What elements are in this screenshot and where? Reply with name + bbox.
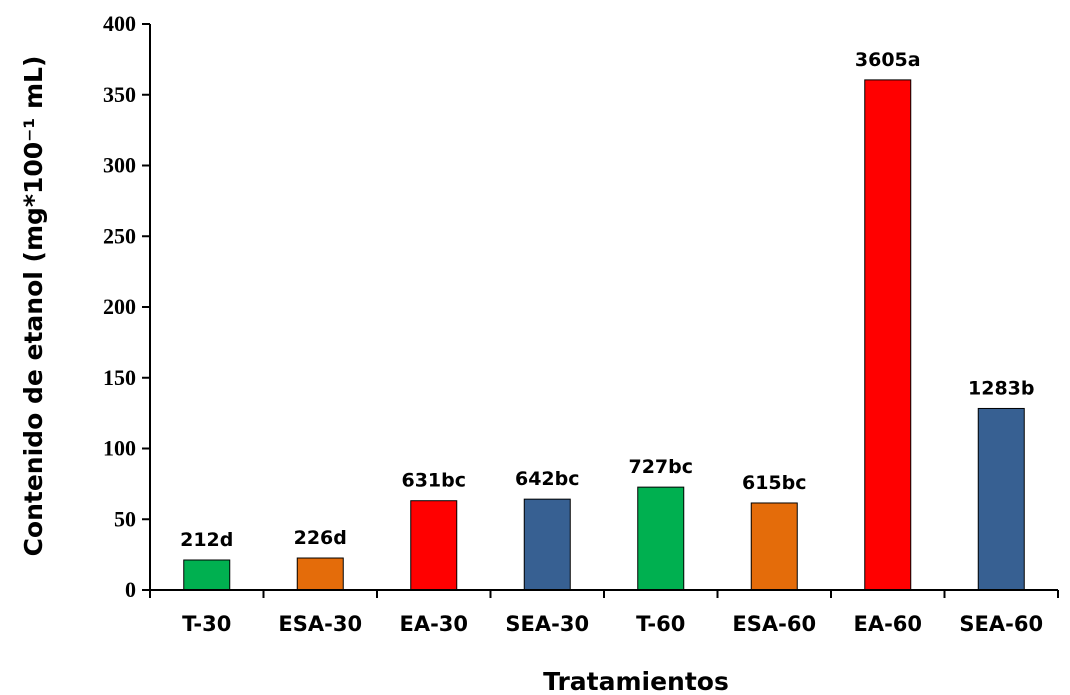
y-axis-ticks: 0 50 100 150 200 250 300 350 400 — [103, 11, 150, 602]
bar-t-60 — [637, 486, 685, 591]
y-tick-label: 0 — [125, 577, 136, 602]
data-label-sea-30: 642bc — [515, 468, 580, 490]
bar-esa-60 — [750, 502, 798, 591]
x-axis-ticks: T-30 ESA-30 EA-30 SEA-30 T-60 ESA-60 EA-60 SEA-… — [149, 590, 1059, 636]
data-label-ea-60: 3605a — [855, 49, 921, 71]
x-tick-label-t-30: T-30 — [182, 612, 231, 636]
data-label-esa-60: 615bc — [742, 472, 807, 494]
bar-t-30 — [183, 559, 231, 591]
y-tick-label: 200 — [103, 294, 136, 319]
x-tick-label-t-60: T-60 — [636, 612, 685, 636]
bar-sea-60 — [977, 407, 1025, 591]
x-tick-label-esa-30: ESA-30 — [278, 612, 362, 636]
y-tick-label: 300 — [103, 153, 136, 178]
bar-ea-60 — [864, 79, 912, 591]
x-tick-label-sea-60: SEA-60 — [959, 612, 1043, 636]
bar-esa-30 — [296, 557, 344, 591]
x-tick-label-sea-30: SEA-30 — [505, 612, 589, 636]
y-axis-title: Contenido de etanol (mg*100⁻¹ mL) — [19, 56, 48, 557]
y-tick-label: 150 — [103, 365, 136, 390]
x-axis-title: Tratamientos — [543, 667, 729, 695]
y-tick-label: 100 — [103, 436, 136, 461]
data-label-esa-30: 226d — [294, 527, 347, 549]
y-tick-label: 350 — [103, 82, 136, 107]
x-tick-label-ea-30: EA-30 — [399, 612, 468, 636]
bar-sea-30 — [523, 498, 571, 591]
y-tick-label: 50 — [114, 506, 136, 531]
bars: 212d 226d 631bc 642bc 727bc 615bc 3605a 1283b — [180, 49, 1034, 591]
x-tick-label-esa-60: ESA-60 — [732, 612, 816, 636]
data-label-t-30: 212d — [180, 529, 233, 551]
x-tick-label-ea-60: EA-60 — [853, 612, 922, 636]
y-tick-label: 400 — [103, 11, 136, 36]
y-tick-label: 250 — [103, 223, 136, 248]
data-label-sea-60: 1283b — [968, 377, 1034, 399]
bar-ea-30 — [410, 500, 458, 591]
data-label-ea-30: 631bc — [401, 470, 466, 492]
data-label-t-60: 727bc — [628, 456, 693, 478]
